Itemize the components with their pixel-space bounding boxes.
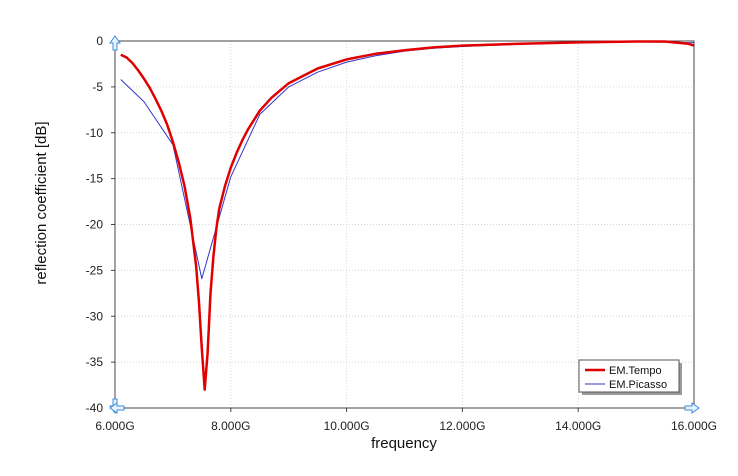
y-tick-label-35: -35 [86,355,104,369]
y-tick-label-30: -30 [86,309,104,323]
x-tick-label-6-000g: 6.000G [95,419,134,433]
legend-box [578,359,680,393]
x-tick-label-10-000g: 10.000G [324,419,370,433]
legend: EM.Tempo EM.Picasso [578,359,682,395]
x-tick-label-16-000g: 16.000G [671,419,717,433]
legend-label-em-picasso: EM.Picasso [609,379,667,391]
x-axis-left-handle-icon[interactable] [109,402,125,414]
x-tick-label-8-000g: 8.000G [211,419,250,433]
y-tick-label-10: -10 [86,126,104,140]
series-line-em-tempo [120,40,695,391]
y-axis-top-handle-icon[interactable] [109,35,121,51]
y-axis-ticks: 0 -5 -10 -15 -20 -25 -30 -35 -40 [86,34,115,415]
y-tick-label-15: -15 [86,172,104,186]
x-tick-label-14-000g: 14.000G [555,419,601,433]
y-axis-title: reflection coefficient [dB] [33,121,50,284]
series-group [120,40,695,391]
x-axis-right-handle-icon[interactable] [684,402,700,414]
x-axis-title: frequency [371,435,437,452]
y-tick-label-0: 0 [96,34,103,48]
y-tick-label-40: -40 [86,401,104,415]
x-axis-ticks: 6.000G 8.000G 10.000G 12.000G 14.000G 16.000G [95,408,717,433]
y-tick-label-25: -25 [86,263,104,277]
y-tick-label-20: -20 [86,218,104,232]
x-tick-label-12-000g: 12.000G [439,419,485,433]
y-tick-label-5: -5 [92,80,103,94]
legend-label-em-tempo: EM.Tempo [609,365,662,377]
